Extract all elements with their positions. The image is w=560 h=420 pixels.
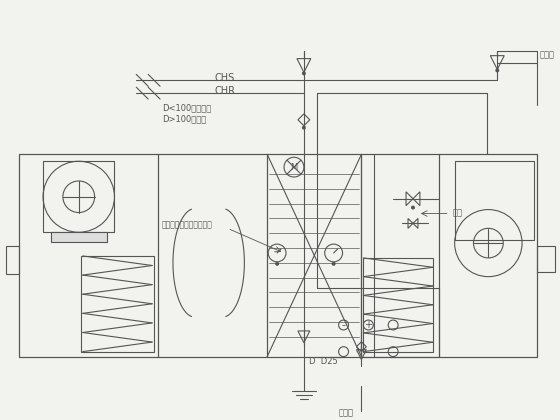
Bar xyxy=(19,154,537,357)
Circle shape xyxy=(495,68,500,72)
Bar xyxy=(439,154,537,357)
Bar xyxy=(361,154,439,357)
Text: D>100用蝶阀: D>100用蝶阀 xyxy=(162,114,206,123)
Text: 阀阀: 阀阀 xyxy=(452,209,463,218)
Circle shape xyxy=(302,71,306,75)
Text: CHS: CHS xyxy=(214,74,235,84)
Circle shape xyxy=(411,206,415,210)
Bar xyxy=(455,161,534,240)
Text: 动态平衡比例积分调节阀: 动态平衡比例积分调节阀 xyxy=(162,220,213,229)
Text: 排水孔: 排水孔 xyxy=(339,408,353,417)
Text: -: - xyxy=(342,320,346,330)
Circle shape xyxy=(275,262,279,266)
Circle shape xyxy=(302,126,306,130)
Bar xyxy=(363,258,433,352)
Bar xyxy=(6,246,19,274)
Text: +: + xyxy=(365,320,372,330)
Bar xyxy=(158,154,267,357)
Text: D<100用截止阀: D<100用截止阀 xyxy=(162,103,211,112)
Text: M: M xyxy=(290,163,297,172)
Bar xyxy=(51,232,106,242)
Text: CHR: CHR xyxy=(214,86,236,96)
Bar xyxy=(267,154,361,357)
Bar xyxy=(19,154,158,357)
Bar xyxy=(81,256,154,352)
Text: 加湿器: 加湿器 xyxy=(540,51,555,60)
Text: D  D25: D D25 xyxy=(309,357,338,365)
Circle shape xyxy=(332,262,335,266)
Bar xyxy=(43,161,114,232)
Bar xyxy=(537,246,555,272)
